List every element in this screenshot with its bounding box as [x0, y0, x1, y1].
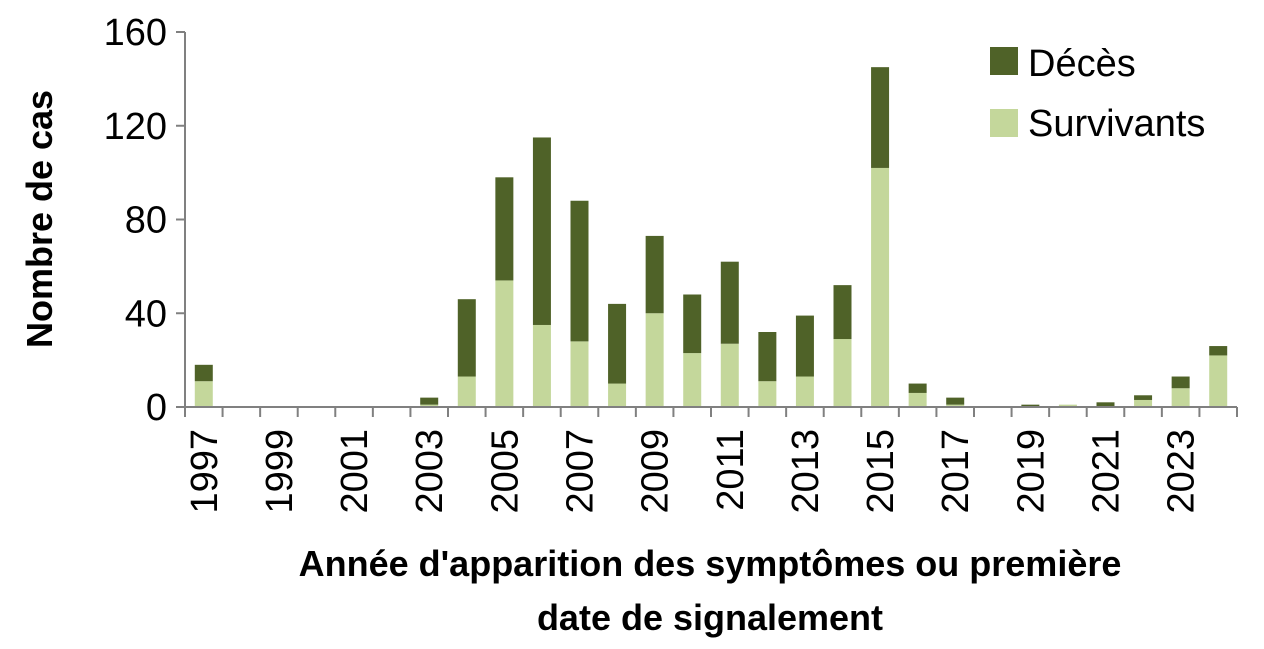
bar-survivants-2005 [495, 280, 514, 407]
bar-deces-2019 [1021, 404, 1040, 407]
bar-deces-2005 [495, 177, 514, 281]
y-tick-label-40: 40 [125, 293, 167, 335]
x-tick-label-1997: 1997 [184, 429, 226, 514]
bar-survivants-2012 [758, 381, 777, 407]
bar-deces-1997 [194, 364, 213, 382]
legend-swatch-survivants [990, 109, 1018, 137]
y-tick-label-0: 0 [146, 387, 167, 429]
bar-survivants-2014 [833, 339, 852, 407]
bar-survivants-2011 [720, 343, 739, 407]
x-tick-label-2001: 2001 [334, 429, 376, 514]
bar-survivants-2009 [645, 313, 664, 407]
axes-layer [176, 31, 1238, 417]
bar-deces-2022 [1134, 395, 1153, 400]
x-tick-labels: 1997 1999 2001 2003 2005 2007 2009 2011 2013 2015… [184, 429, 1203, 514]
bar-survivants-2004 [457, 376, 476, 407]
bar-survivants-2022 [1134, 399, 1153, 407]
bar-survivants-1997 [194, 381, 213, 407]
x-tick-label-2019: 2019 [1010, 429, 1052, 514]
bar-survivants-2016 [908, 392, 927, 407]
bar-survivants-2020 [1058, 404, 1077, 407]
x-tick-label-2011: 2011 [710, 429, 752, 511]
bar-survivants-2017 [946, 404, 965, 407]
bar-survivants-2010 [683, 353, 702, 407]
x-axis-title-line-2: date de signalement [537, 597, 883, 638]
y-tick-label-120: 120 [104, 106, 167, 148]
x-tick-label-2023: 2023 [1161, 429, 1203, 514]
x-tick-label-2017: 2017 [935, 429, 977, 514]
x-tick-label-2021: 2021 [1086, 429, 1128, 514]
x-axis-title-line-1: Année d'apparition des symptômes ou prem… [299, 543, 1122, 584]
bars-layer [194, 67, 1228, 408]
y-tick-label-80: 80 [125, 200, 167, 242]
y-axis-title: Nombre de cas [19, 90, 60, 348]
bar-deces-2004 [457, 299, 476, 377]
bar-deces-2024 [1209, 346, 1228, 356]
bar-deces-2014 [833, 285, 852, 340]
x-tick-label-1999: 1999 [259, 429, 301, 514]
legend: Décès Survivants [990, 43, 1205, 145]
bar-survivants-2007 [570, 341, 589, 408]
bar-deces-2008 [608, 303, 627, 384]
y-tick-label-160: 160 [104, 12, 167, 54]
bar-deces-2006 [532, 137, 551, 325]
bar-deces-2021 [1096, 402, 1115, 407]
legend-label-survivants: Survivants [1028, 103, 1205, 145]
bar-deces-2017 [946, 397, 965, 405]
bar-survivants-2024 [1209, 355, 1228, 407]
bar-deces-2007 [570, 200, 589, 342]
bar-survivants-2008 [608, 383, 627, 407]
legend-swatch-deces [990, 47, 1018, 75]
bar-survivants-2013 [795, 376, 814, 407]
bar-deces-2010 [683, 294, 702, 354]
x-tick-label-2013: 2013 [785, 429, 827, 514]
bar-deces-2003 [420, 397, 439, 405]
bar-deces-2016 [908, 383, 927, 393]
bar-deces-2023 [1171, 376, 1190, 389]
x-tick-label-2009: 2009 [635, 429, 677, 514]
bar-deces-2012 [758, 332, 777, 382]
bar-deces-2009 [645, 235, 664, 314]
y-tick-labels: 0 40 80 120 160 [104, 12, 167, 429]
x-tick-label-2005: 2005 [484, 429, 526, 514]
x-tick-label-2007: 2007 [560, 429, 602, 514]
bar-survivants-2003 [420, 404, 439, 407]
bar-deces-2013 [795, 315, 814, 377]
x-tick-label-2015: 2015 [860, 429, 902, 514]
bar-survivants-2023 [1171, 388, 1190, 407]
legend-label-deces: Décès [1028, 43, 1136, 85]
bar-survivants-2015 [871, 167, 890, 407]
bar-deces-2011 [720, 261, 739, 344]
bar-survivants-2006 [532, 324, 551, 407]
x-tick-label-2003: 2003 [409, 429, 451, 514]
bar-deces-2015 [871, 67, 890, 168]
